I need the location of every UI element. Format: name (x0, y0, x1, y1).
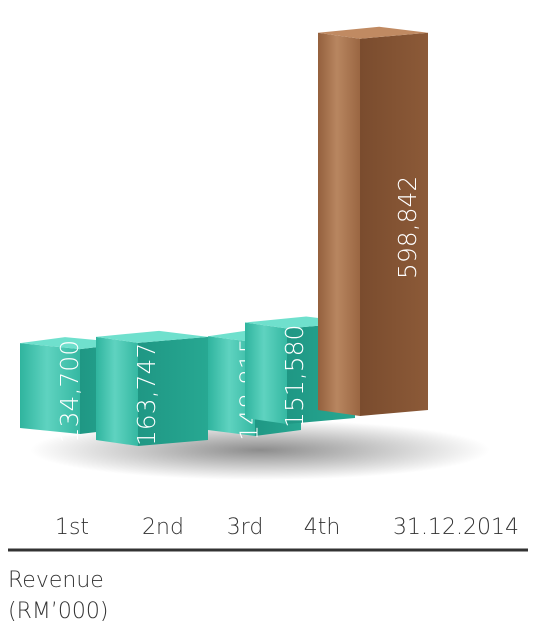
bar-2-left-face (96, 336, 138, 446)
bar-5-right-face (360, 32, 428, 416)
y-axis-label: Revenue (RM’000) (8, 565, 108, 627)
bar-2-value-label: 163,747 (132, 343, 161, 446)
bar-5-top-face (318, 26, 428, 39)
x-tick-label-2: 2nd (142, 515, 184, 540)
bar-1-left-face (20, 343, 80, 434)
bar-2-right-face (138, 336, 208, 446)
y-axis-label-line-2: (RM’000) (8, 599, 109, 624)
bar-2-top-face (96, 330, 208, 343)
bar-5-left-face (318, 32, 360, 416)
x-tick-label-3: 3rd (227, 515, 264, 540)
bar-4-left-face (245, 322, 287, 424)
bar-5: 598,842 (318, 26, 428, 416)
x-axis-ticks: 1st 2nd 3rd 4th 31.12.2014 (55, 515, 519, 540)
x-tick-label-4: 4th (304, 515, 341, 540)
bar-1-value-label: 134,700 (55, 340, 84, 443)
x-tick-label-5: 31.12.2014 (393, 515, 519, 540)
bar-4-value-label: 151,580 (280, 325, 309, 428)
bar-3-left-face (208, 336, 255, 436)
x-tick-label-1: 1st (55, 515, 89, 540)
y-axis-label-line-1: Revenue (8, 568, 104, 593)
bar-2: 163,747 (96, 330, 208, 446)
bar-5-value-label: 598,842 (393, 176, 422, 279)
